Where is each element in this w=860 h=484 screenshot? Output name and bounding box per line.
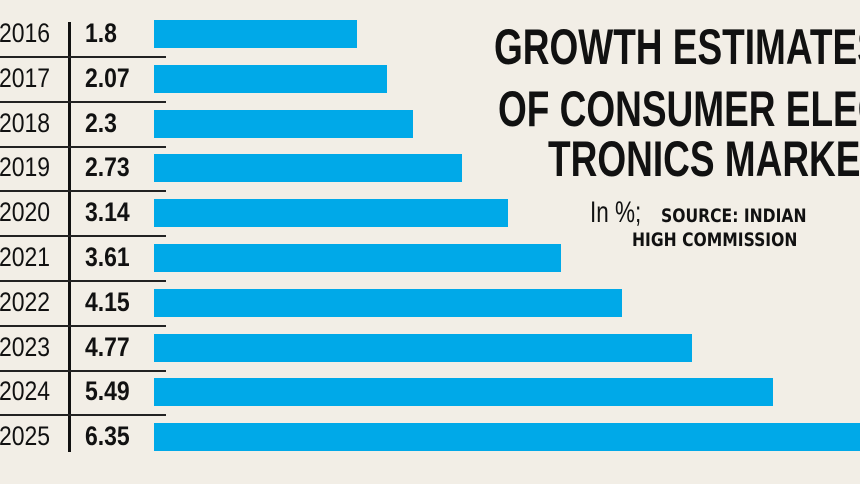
source-line-1: SOURCE: INDIAN bbox=[661, 205, 807, 227]
year-label: 2024 bbox=[0, 376, 50, 407]
bar-2019 bbox=[154, 154, 462, 183]
bar-2020 bbox=[154, 199, 509, 228]
year-label: 2019 bbox=[0, 152, 50, 183]
row-separator bbox=[0, 235, 166, 238]
value-label: 3.14 bbox=[85, 197, 130, 228]
year-label: 2018 bbox=[0, 107, 50, 138]
chart-title-line-3: TRONICS MARKET bbox=[548, 131, 860, 187]
value-label: 2.07 bbox=[85, 62, 130, 93]
row-separator bbox=[0, 324, 166, 327]
bar-2018 bbox=[154, 109, 414, 138]
row-separator bbox=[0, 56, 166, 58]
row-separator bbox=[0, 100, 166, 103]
row-separator bbox=[0, 145, 166, 148]
value-label: 3.61 bbox=[85, 242, 130, 272]
value-label: 6.35 bbox=[85, 421, 130, 452]
source-line-2: HIGH COMMISSION bbox=[632, 229, 798, 251]
year-label: 2025 bbox=[0, 421, 50, 452]
row-separator bbox=[0, 190, 166, 193]
year-label: 2022 bbox=[0, 286, 50, 317]
year-label: 2016 bbox=[0, 18, 50, 48]
value-label: 1.8 bbox=[85, 18, 117, 48]
unit-label: In %; bbox=[590, 196, 642, 229]
bar-2016 bbox=[154, 20, 358, 48]
bar-2023 bbox=[154, 333, 693, 362]
bar-2017 bbox=[154, 64, 388, 93]
value-label: 4.15 bbox=[85, 286, 130, 317]
bar-2021 bbox=[154, 244, 562, 272]
value-label: 5.49 bbox=[85, 376, 130, 407]
value-label: 2.3 bbox=[85, 107, 117, 138]
year-label: 2023 bbox=[0, 331, 50, 362]
bar-2022 bbox=[154, 288, 623, 317]
year-label: 2021 bbox=[0, 242, 50, 272]
value-label: 4.77 bbox=[85, 331, 130, 362]
bar-2024 bbox=[154, 378, 774, 407]
value-label: 2.73 bbox=[85, 152, 130, 183]
row-separator bbox=[0, 280, 166, 282]
chart-title-line-2: OF CONSUMER ELEC- bbox=[498, 81, 860, 137]
row-separator bbox=[0, 414, 166, 417]
year-label: 2017 bbox=[0, 62, 50, 93]
chart-title-line-1: GROWTH ESTIMATES bbox=[494, 19, 860, 75]
year-label: 2020 bbox=[0, 197, 50, 228]
row-separator bbox=[0, 369, 166, 372]
bar-2025 bbox=[154, 423, 860, 452]
